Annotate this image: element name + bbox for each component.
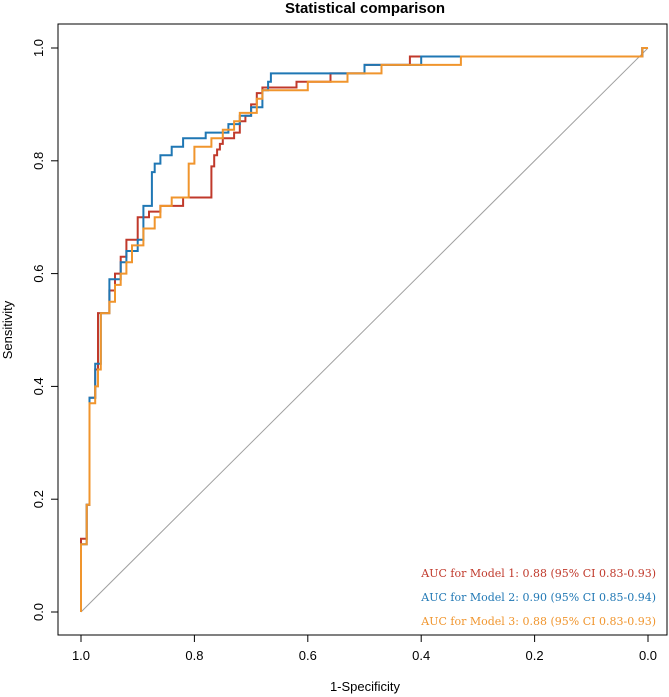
y-tick-label: 0.8 xyxy=(31,152,46,170)
x-tick-label: 0.4 xyxy=(412,648,430,663)
legend-entry-model-3: AUC for Model 3: 0.88 (95% CI 0.83-0.93) xyxy=(420,615,656,628)
legend: AUC for Model 1: 0.88 (95% CI 0.83-0.93)… xyxy=(420,567,656,628)
x-tick-label: 0.8 xyxy=(185,648,203,663)
series-layer xyxy=(80,47,648,612)
y-tick-label: 0.2 xyxy=(31,490,46,508)
x-tick-label: 0.0 xyxy=(639,648,657,663)
x-tick-label: 1.0 xyxy=(72,648,90,663)
chart-title: Statistical comparison xyxy=(285,0,445,17)
y-tick-label: 0.0 xyxy=(31,603,46,621)
roc-curve-model-3 xyxy=(80,47,648,612)
x-tick-label: 0.2 xyxy=(526,648,544,663)
reference-diagonal xyxy=(80,47,649,613)
y-axis-label: Sensitivity xyxy=(0,300,15,359)
x-axis-label: 1-Specificity xyxy=(330,679,401,694)
x-axis: 1.0 0.8 0.6 0.4 0.2 0.0 xyxy=(72,634,657,663)
y-tick-label: 1.0 xyxy=(31,39,46,57)
y-tick-label: 0.4 xyxy=(31,377,46,395)
x-tick-label: 0.6 xyxy=(299,648,317,663)
legend-entry-model-1: AUC for Model 1: 0.88 (95% CI 0.83-0.93) xyxy=(420,567,656,580)
y-tick-label: 0.6 xyxy=(31,265,46,283)
y-axis: 0.0 0.2 0.4 0.6 0.8 1.0 xyxy=(31,39,59,621)
legend-entry-model-2: AUC for Model 2: 0.90 (95% CI 0.85-0.94) xyxy=(420,591,656,604)
